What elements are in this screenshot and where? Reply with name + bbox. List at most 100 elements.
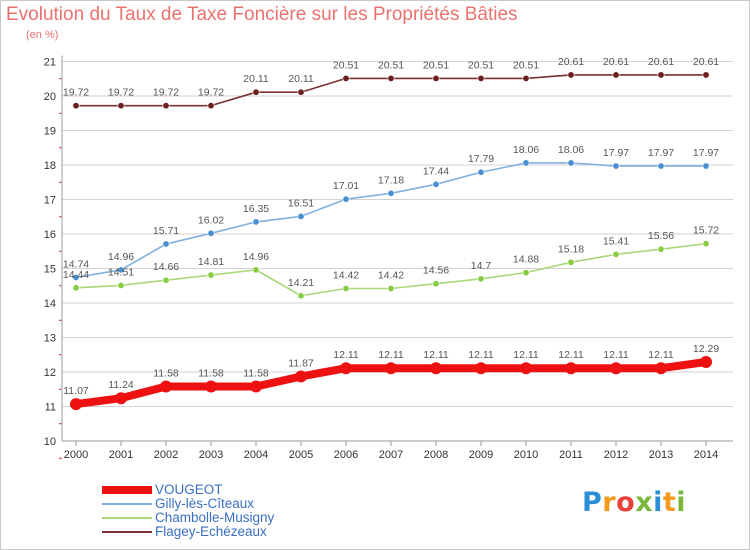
series-gilly-l-s-c-teaux: 14.74 14.96 15.71 16.02 16.35 16.51 17.01 17.18… bbox=[63, 144, 719, 281]
data-label: 17.44 bbox=[423, 165, 449, 177]
data-point bbox=[207, 271, 215, 279]
data-label: 12.29 bbox=[693, 343, 719, 355]
data-point bbox=[612, 162, 620, 170]
data-point bbox=[70, 398, 82, 411]
data-label: 12.11 bbox=[558, 349, 584, 361]
legend-label: VOUGEOT bbox=[155, 482, 223, 497]
data-label: 11.58 bbox=[243, 367, 269, 379]
legend-label: Flagey-Echézeaux bbox=[155, 524, 267, 539]
data-label: 14.81 bbox=[198, 256, 224, 268]
y-tick-label: 14 bbox=[44, 298, 56, 310]
data-point bbox=[432, 280, 440, 288]
x-tick-label: 2008 bbox=[424, 449, 448, 461]
data-point bbox=[657, 245, 665, 253]
legend-swatch bbox=[102, 486, 152, 494]
x-tick-label: 2010 bbox=[514, 449, 538, 461]
data-label: 19.72 bbox=[198, 87, 224, 99]
data-point bbox=[657, 162, 665, 170]
data-point bbox=[387, 285, 395, 293]
data-point bbox=[475, 362, 487, 375]
data-label: 11.58 bbox=[198, 367, 224, 379]
data-point bbox=[655, 362, 667, 375]
data-label: 11.87 bbox=[288, 357, 314, 369]
x-tick-label: 2011 bbox=[559, 449, 583, 461]
x-tick-label: 2009 bbox=[469, 449, 493, 461]
legend-swatch bbox=[102, 517, 152, 519]
y-tick-label: 12 bbox=[44, 367, 56, 379]
data-label: 14.7 bbox=[471, 260, 492, 272]
data-label: 20.61 bbox=[693, 56, 719, 68]
data-point bbox=[115, 392, 127, 405]
data-point bbox=[297, 292, 305, 300]
series-chambolle-musigny: 14.44 14.51 14.66 14.81 14.96 14.21 14.42 14.42… bbox=[63, 225, 719, 300]
data-label: 18.06 bbox=[513, 144, 539, 156]
x-tick-label: 2000 bbox=[64, 449, 88, 461]
data-point bbox=[387, 74, 395, 82]
x-tick-label: 2013 bbox=[649, 449, 673, 461]
data-label: 20.51 bbox=[468, 59, 494, 71]
data-point bbox=[657, 71, 665, 79]
data-label: 12.11 bbox=[333, 349, 359, 361]
data-label: 18.06 bbox=[558, 144, 584, 156]
data-label: 15.56 bbox=[648, 230, 674, 242]
data-point bbox=[117, 102, 125, 110]
data-label: 12.11 bbox=[603, 349, 629, 361]
data-point bbox=[252, 266, 260, 274]
data-point bbox=[567, 159, 575, 167]
data-point bbox=[522, 74, 530, 82]
data-point bbox=[72, 284, 80, 292]
x-tick-label: 2014 bbox=[694, 449, 718, 461]
data-point bbox=[72, 273, 80, 281]
data-label: 14.42 bbox=[333, 270, 359, 282]
data-point bbox=[520, 362, 532, 375]
data-label: 14.96 bbox=[243, 251, 269, 263]
data-label: 20.61 bbox=[603, 56, 629, 68]
x-tick-label: 2002 bbox=[154, 449, 178, 461]
data-point bbox=[430, 362, 442, 375]
data-label: 20.61 bbox=[558, 56, 584, 68]
data-point bbox=[340, 362, 352, 375]
data-label: 19.72 bbox=[63, 87, 89, 99]
y-tick-label: 11 bbox=[45, 402, 56, 414]
data-point bbox=[567, 258, 575, 266]
data-label: 20.51 bbox=[378, 59, 404, 71]
data-point bbox=[162, 276, 170, 284]
data-point bbox=[207, 229, 215, 237]
data-label: 14.21 bbox=[288, 277, 314, 289]
data-label: 17.18 bbox=[378, 174, 404, 186]
data-point bbox=[522, 269, 530, 277]
y-tick-label: 15 bbox=[44, 264, 56, 276]
data-point bbox=[612, 250, 620, 258]
data-point bbox=[205, 380, 217, 393]
data-point bbox=[477, 275, 485, 283]
data-label: 20.61 bbox=[648, 56, 674, 68]
data-label: 20.11 bbox=[243, 73, 269, 85]
data-point bbox=[385, 362, 397, 375]
data-label: 17.97 bbox=[693, 147, 719, 159]
data-label: 20.51 bbox=[423, 59, 449, 71]
x-tick-label: 2006 bbox=[334, 449, 358, 461]
data-point bbox=[297, 212, 305, 220]
data-label: 14.88 bbox=[513, 254, 539, 266]
legend-swatch bbox=[102, 503, 152, 505]
data-label: 12.11 bbox=[378, 349, 404, 361]
data-label: 12.11 bbox=[468, 349, 494, 361]
data-label: 20.11 bbox=[288, 73, 314, 85]
data-label: 17.79 bbox=[468, 153, 494, 165]
data-point bbox=[702, 240, 710, 248]
y-tick-label: 17 bbox=[44, 195, 56, 207]
data-label: 11.24 bbox=[108, 379, 134, 391]
x-tick-label: 2005 bbox=[289, 449, 313, 461]
data-point bbox=[342, 74, 350, 82]
data-label: 11.07 bbox=[63, 385, 89, 397]
chart-title: Evolution du Taux de Taxe Foncière sur l… bbox=[6, 4, 518, 25]
data-point bbox=[565, 362, 577, 375]
data-label: 17.97 bbox=[648, 147, 674, 159]
data-label: 14.44 bbox=[63, 269, 89, 281]
legend-label: Gilly-lès-Cîteaux bbox=[155, 496, 255, 511]
data-point bbox=[297, 88, 305, 96]
legend-label: Chambolle-Musigny bbox=[155, 510, 275, 525]
data-point bbox=[702, 162, 710, 170]
data-point bbox=[477, 168, 485, 176]
y-tick-label: 18 bbox=[44, 160, 56, 172]
